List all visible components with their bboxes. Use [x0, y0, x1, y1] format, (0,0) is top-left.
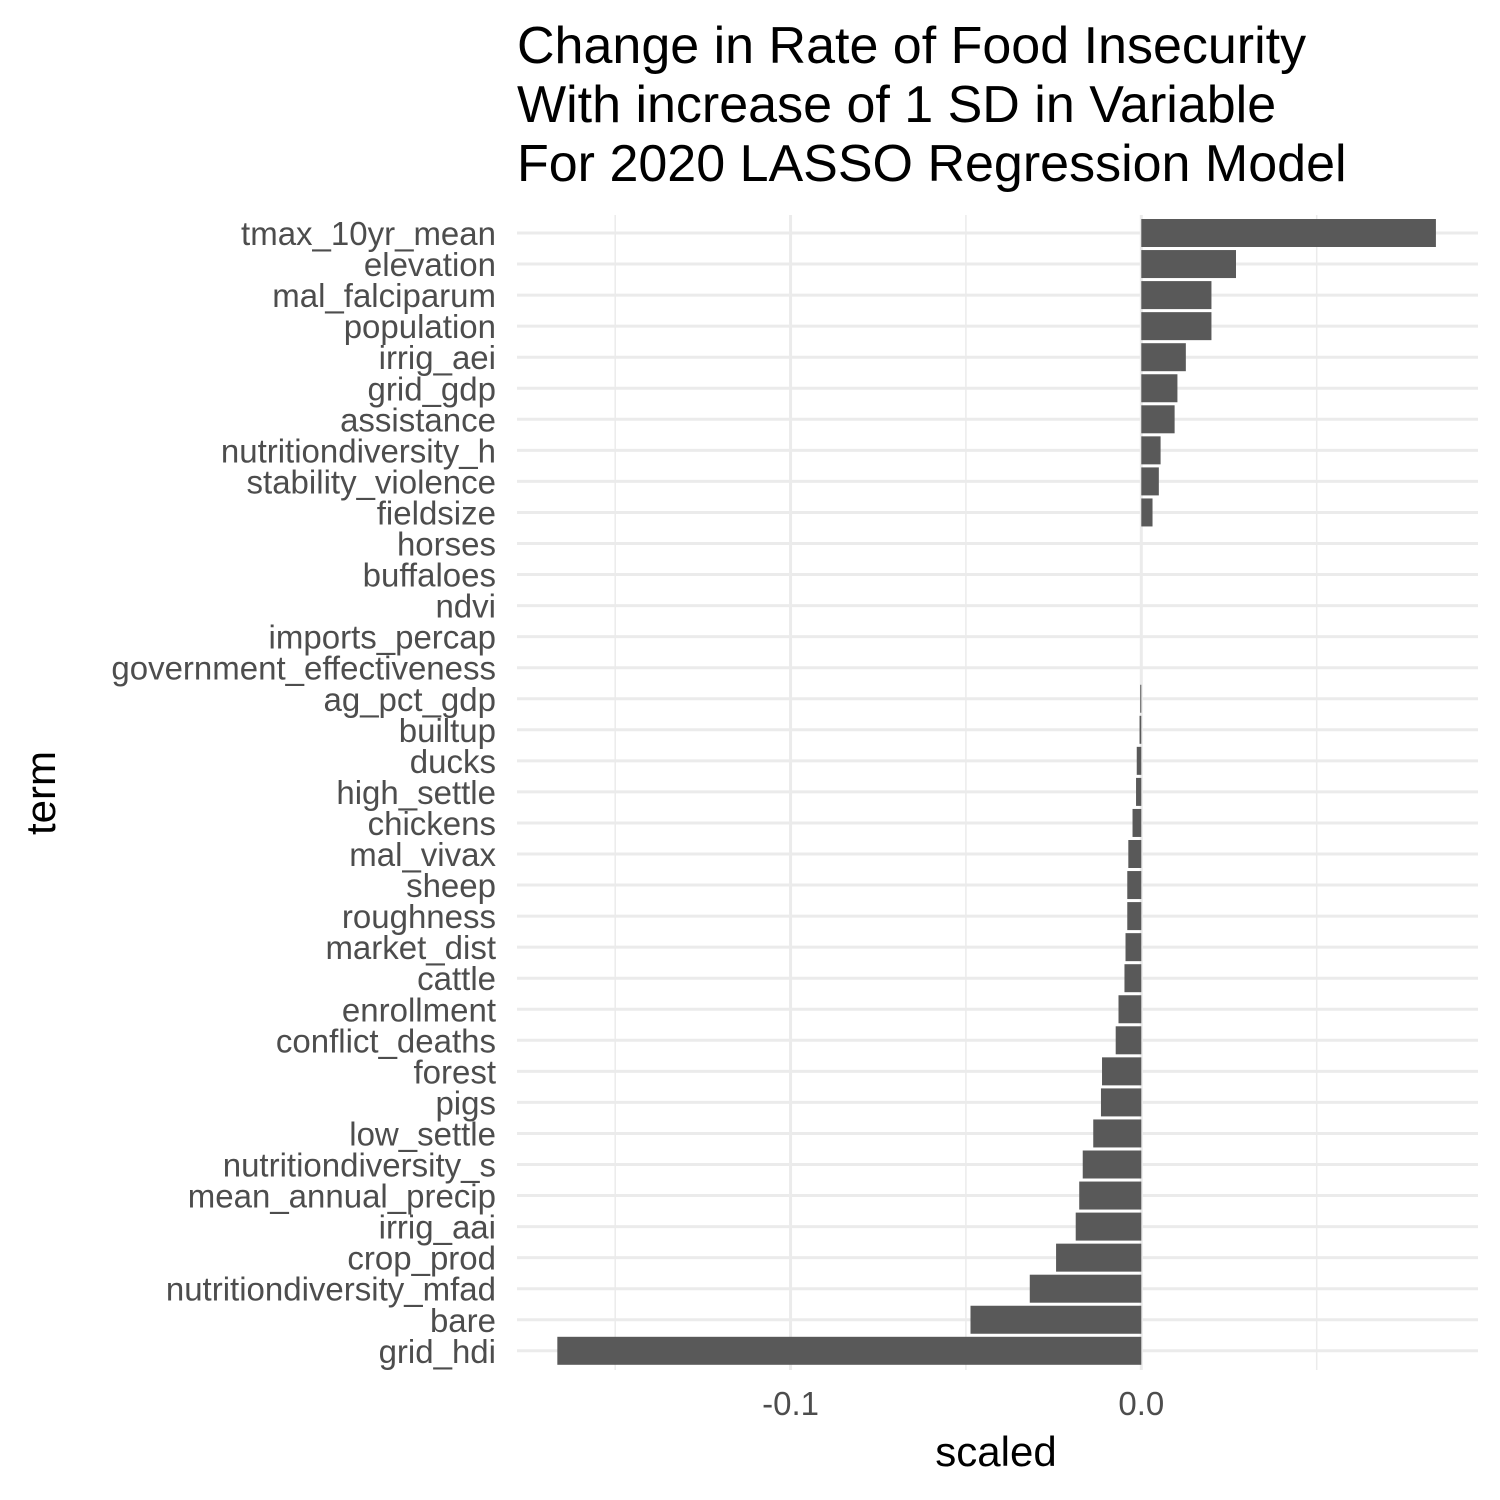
- y-axis-title: term: [17, 751, 64, 835]
- bar-forest: [1102, 1057, 1142, 1086]
- y-tick-label-mal_falciparum: mal_falciparum: [272, 277, 496, 314]
- y-tick-label-elevation: elevation: [364, 246, 496, 283]
- y-tick-label-crop_prod: crop_prod: [347, 1240, 496, 1277]
- bar-pigs: [1100, 1088, 1142, 1117]
- bar-sheep: [1127, 871, 1142, 900]
- bar-grid_hdi: [557, 1336, 1142, 1365]
- bar-nutritiondiversity_h: [1141, 436, 1161, 465]
- bar-conflict_deaths: [1115, 1026, 1142, 1055]
- y-tick-label-forest: forest: [413, 1053, 496, 1090]
- y-tick-label-nutritiondiversity_h: nutritiondiversity_h: [221, 432, 496, 469]
- y-tick-label-fieldsize: fieldsize: [377, 494, 496, 531]
- y-tick-label-builtup: builtup: [399, 712, 496, 749]
- y-tick-label-buffaloes: buffaloes: [363, 557, 496, 594]
- bar-population: [1141, 312, 1212, 341]
- y-tick-label-irrig_aai: irrig_aai: [379, 1209, 496, 1246]
- bar-mal_falciparum: [1141, 281, 1212, 310]
- y-tick-label-mal_vivax: mal_vivax: [349, 836, 496, 873]
- y-tick-label-ducks: ducks: [410, 743, 496, 780]
- x-tick-label: 0.0: [1118, 1385, 1164, 1422]
- y-tick-label-assistance: assistance: [340, 401, 496, 438]
- y-tick-label-horses: horses: [397, 526, 496, 563]
- bar-mal_vivax: [1128, 840, 1142, 868]
- x-tick-label: -0.1: [762, 1385, 819, 1422]
- bar-mean_annual_precip: [1079, 1181, 1142, 1210]
- y-tick-label-market_dist: market_dist: [325, 929, 496, 966]
- y-tick-label-enrollment: enrollment: [342, 991, 496, 1028]
- y-tick-label-nutritiondiversity_s: nutritiondiversity_s: [223, 1147, 496, 1184]
- y-tick-label-chickens: chickens: [368, 805, 496, 842]
- y-tick-label-government_effectiveness: government_effectiveness: [111, 650, 496, 687]
- y-tick-label-cattle: cattle: [417, 960, 496, 997]
- bar-chickens: [1132, 808, 1142, 837]
- bar-irrig_aai: [1075, 1212, 1142, 1241]
- bar-high_settle: [1136, 777, 1142, 806]
- y-tick-label-tmax_10yr_mean: tmax_10yr_mean: [241, 215, 496, 252]
- y-tick-label-roughness: roughness: [342, 898, 496, 935]
- y-tick-label-pigs: pigs: [435, 1084, 496, 1121]
- bar-enrollment: [1118, 995, 1142, 1024]
- x-axis-ticks: -0.1 0.0: [762, 1385, 1164, 1422]
- bar-roughness: [1127, 902, 1142, 931]
- bar-builtup: [1139, 715, 1142, 744]
- bar-bare: [970, 1305, 1142, 1334]
- bar-crop_prod: [1056, 1243, 1142, 1272]
- y-tick-label-grid_hdi: grid_hdi: [379, 1333, 496, 1370]
- y-tick-label-mean_annual_precip: mean_annual_precip: [188, 1178, 496, 1215]
- y-tick-label-population: population: [344, 308, 496, 345]
- bar-ducks: [1136, 746, 1142, 775]
- x-axis-title: scaled: [935, 1428, 1056, 1475]
- y-tick-label-sheep: sheep: [406, 867, 496, 904]
- bar-grid_gdp: [1141, 374, 1178, 403]
- bar-fieldsize: [1141, 498, 1153, 527]
- bar-elevation: [1141, 250, 1236, 279]
- y-tick-label-bare: bare: [430, 1302, 496, 1339]
- grid: [517, 215, 1478, 1370]
- y-axis-labels: tmax_10yr_meanelevationmal_falciparumpop…: [111, 215, 496, 1370]
- bar-assistance: [1141, 405, 1175, 434]
- chart-title-line-1: Change in Rate of Food Insecurity: [517, 17, 1306, 75]
- bar-ag_pct_gdp: [1140, 684, 1142, 713]
- y-tick-label-irrig_aei: irrig_aei: [379, 339, 496, 376]
- y-tick-label-conflict_deaths: conflict_deaths: [276, 1022, 496, 1059]
- bar-cattle: [1124, 964, 1142, 993]
- y-tick-label-ndvi: ndvi: [435, 588, 496, 625]
- bar-tmax_10yr_mean: [1141, 219, 1436, 247]
- chart-title-line-2: With increase of 1 SD in Variable: [517, 76, 1276, 134]
- y-tick-label-stability_violence: stability_violence: [247, 463, 496, 500]
- bar-low_settle: [1093, 1119, 1142, 1148]
- y-tick-label-nutritiondiversity_mfad: nutritiondiversity_mfad: [166, 1271, 496, 1308]
- y-tick-label-grid_gdp: grid_gdp: [368, 370, 496, 407]
- y-tick-label-imports_percap: imports_percap: [269, 619, 496, 656]
- bar-stability_violence: [1141, 467, 1159, 496]
- bar-irrig_aei: [1141, 343, 1186, 372]
- y-tick-label-ag_pct_gdp: ag_pct_gdp: [324, 681, 497, 718]
- y-tick-label-high_settle: high_settle: [336, 774, 496, 811]
- chart-title: Change in Rate of Food Insecurity With i…: [517, 17, 1347, 193]
- chart-title-line-3: For 2020 LASSO Regression Model: [517, 135, 1347, 193]
- bar-nutritiondiversity_mfad: [1029, 1274, 1142, 1303]
- bar-nutritiondiversity_s: [1082, 1150, 1142, 1179]
- bar-market_dist: [1125, 933, 1142, 962]
- bars: [557, 219, 1436, 1365]
- y-tick-label-low_settle: low_settle: [349, 1115, 496, 1152]
